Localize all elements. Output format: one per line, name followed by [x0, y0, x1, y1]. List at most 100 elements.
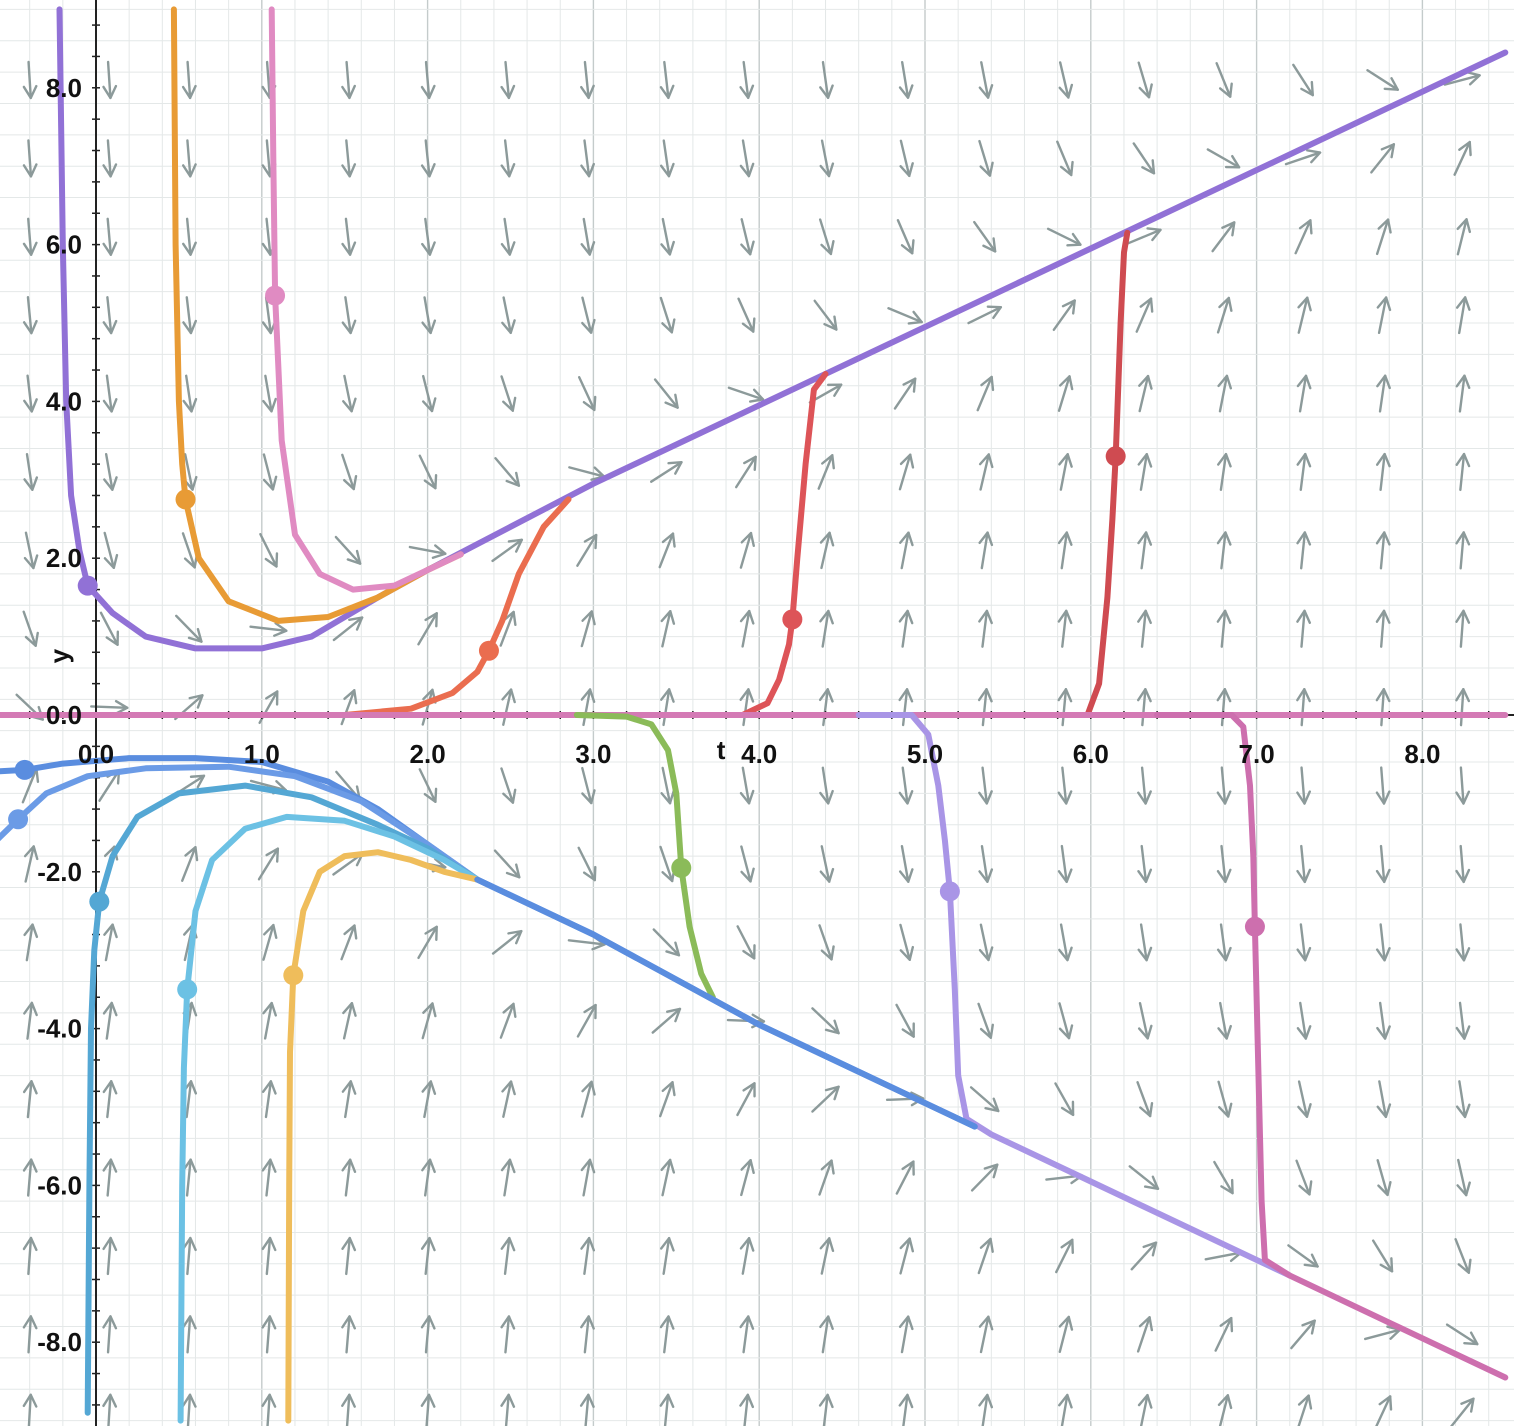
- slope-arrow-shaft: [265, 1236, 272, 1276]
- slope-arrow-shaft: [503, 1158, 512, 1197]
- slope-arrow-head: [505, 863, 521, 879]
- slope-arrow-shaft: [265, 139, 272, 178]
- slope-arrow-head: [898, 1393, 914, 1409]
- slope-arrow: [1375, 218, 1392, 256]
- slope-arrow: [417, 925, 438, 960]
- slope-arrow-head: [502, 396, 517, 412]
- slope-arrow-head: [820, 945, 835, 961]
- slope-arrow-shaft: [969, 1086, 1000, 1113]
- slope-arrow-shaft: [818, 924, 833, 961]
- slope-arrow-shaft: [259, 533, 278, 568]
- slope-arrow: [1443, 71, 1481, 86]
- slope-arrow-shaft: [491, 538, 524, 563]
- slope-arrow-head: [579, 1393, 595, 1408]
- slope-arrow: [1456, 1158, 1471, 1197]
- slope-arrow: [899, 531, 914, 570]
- slope-arrow: [1216, 296, 1233, 334]
- solution-curve-6: [1004, 229, 1131, 718]
- slope-arrow-shaft: [727, 386, 765, 401]
- slope-arrow: [659, 296, 676, 334]
- slope-arrow-head: [500, 241, 516, 256]
- slope-arrow-shaft: [424, 60, 431, 100]
- slope-arrow: [23, 845, 39, 883]
- initial-point-9[interactable]: [939, 881, 960, 902]
- slope-arrow-head: [819, 867, 835, 883]
- slope-arrow-shaft: [973, 220, 997, 253]
- slope-arrow-shaft: [821, 60, 830, 99]
- slope-arrow-shaft: [345, 1236, 351, 1276]
- slope-arrow-shaft: [1377, 296, 1388, 335]
- slope-arrow-shaft: [1061, 766, 1068, 805]
- slope-arrow-shaft: [820, 1237, 831, 1275]
- slope-arrow: [650, 461, 683, 483]
- slope-arrow-head: [501, 319, 516, 335]
- slope-arrow: [660, 1158, 676, 1197]
- slope-arrow: [739, 60, 755, 100]
- slope-arrow-shaft: [980, 531, 989, 570]
- slope-arrow-head: [739, 162, 755, 178]
- slope-arrow-shaft: [417, 612, 438, 646]
- slope-arrow-shaft: [1058, 1315, 1070, 1353]
- initial-point-15[interactable]: [283, 965, 304, 986]
- slope-arrow-head: [581, 1080, 596, 1096]
- slope-arrow-shaft: [1058, 61, 1070, 99]
- slope-arrow-head: [262, 1001, 277, 1017]
- slope-arrow: [899, 139, 914, 178]
- slope-arrow-shaft: [820, 139, 831, 178]
- initial-point-6[interactable]: [1105, 446, 1126, 467]
- slope-arrow: [1052, 299, 1076, 332]
- initial-point-3[interactable]: [265, 285, 286, 306]
- slope-arrow: [1058, 1393, 1073, 1426]
- slope-arrow: [23, 531, 39, 570]
- slope-arrow: [262, 923, 278, 961]
- initial-point-4[interactable]: [478, 640, 499, 661]
- initial-point-12[interactable]: [8, 809, 29, 830]
- slope-arrow-head: [1216, 688, 1232, 703]
- slope-arrow: [1375, 923, 1391, 962]
- initial-point-11[interactable]: [14, 759, 35, 780]
- slope-arrow: [102, 1236, 118, 1276]
- slope-arrow-shaft: [901, 688, 909, 727]
- slope-arrow-head: [22, 1393, 38, 1408]
- slope-arrow-head: [580, 241, 596, 256]
- initial-point-1[interactable]: [77, 575, 98, 596]
- initial-point-2[interactable]: [175, 489, 196, 510]
- slope-arrow: [580, 610, 596, 648]
- slope-arrow: [580, 139, 595, 178]
- slope-arrow-shaft: [898, 453, 912, 491]
- slope-arrow-shaft: [1459, 609, 1465, 648]
- slope-arrow-head: [421, 241, 436, 256]
- slope-arrow-head: [421, 1158, 436, 1174]
- y-tick-label: 2.0: [46, 543, 82, 573]
- slope-arrow-head: [1143, 1175, 1160, 1190]
- slope-arrow: [22, 1158, 38, 1197]
- slope-arrow-head: [348, 616, 364, 631]
- solution-curve-3: [268, 6, 464, 593]
- initial-point-5[interactable]: [782, 609, 803, 630]
- slope-arrow-shaft: [1204, 1251, 1243, 1261]
- initial-point-13[interactable]: [89, 891, 110, 912]
- slope-arrow-head: [1138, 83, 1153, 99]
- slope-arrow: [102, 139, 118, 178]
- slope-arrow: [576, 1003, 597, 1038]
- slope-arrow-head: [1455, 531, 1471, 546]
- slope-arrow-shaft: [175, 614, 203, 643]
- slope-arrow-shaft: [658, 532, 675, 569]
- slope-arrow-shaft: [742, 688, 750, 727]
- initial-point-10[interactable]: [1244, 916, 1265, 937]
- slope-arrow: [1217, 1080, 1233, 1118]
- slope-arrow-head: [505, 471, 521, 487]
- slope-arrow: [499, 1002, 517, 1039]
- slope-arrow-head: [1137, 531, 1153, 546]
- initial-point-14[interactable]: [177, 979, 198, 1000]
- slope-arrow-head: [23, 398, 38, 413]
- slope-arrow-shaft: [1292, 63, 1314, 97]
- x-tick-label: 7.0: [1239, 739, 1275, 769]
- slope-arrow-head: [978, 531, 994, 547]
- slope-arrow: [1375, 452, 1391, 492]
- slope-arrow-head: [1460, 1397, 1475, 1413]
- slope-arrow: [408, 544, 447, 559]
- initial-point-8[interactable]: [671, 857, 692, 878]
- slope-arrow-head: [1296, 531, 1312, 546]
- slope-arrow-head: [507, 929, 523, 945]
